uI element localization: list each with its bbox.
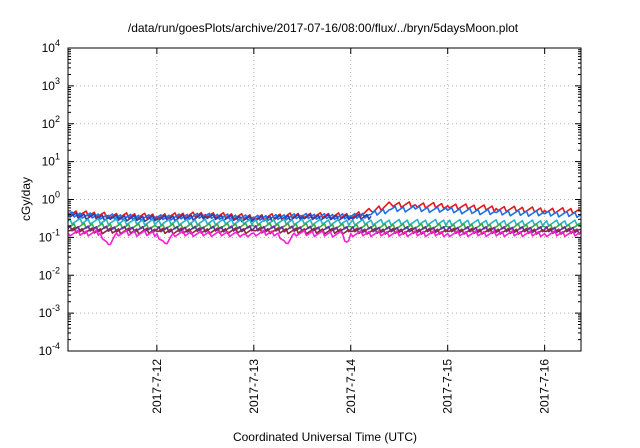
x-tick-label: 2017-7-14 <box>344 359 358 414</box>
y-axis: 10-4 10-3 10-2 10-1 100 101 102 103 104 <box>39 38 581 358</box>
y-tick-label: 103 <box>42 76 60 93</box>
x-axis: 2017-7-12 2017-7-13 2017-7-14 2017-7-15 2017… <box>150 48 552 414</box>
grid-lines <box>68 48 581 351</box>
x-tick-label: 2017-7-15 <box>441 359 455 414</box>
series-line <box>67 229 582 246</box>
y-tick-label: 101 <box>42 152 60 169</box>
y-tick-label: 104 <box>42 38 60 55</box>
x-tick-label: 2017-7-16 <box>538 359 552 414</box>
y-tick-label: 10-2 <box>39 265 60 282</box>
chart-title: /data/run/goesPlots/archive/2017-07-16/0… <box>128 21 519 35</box>
y-axis-label: cGy/day <box>19 177 33 221</box>
y-tick-label: 10-4 <box>39 341 60 358</box>
series-group <box>67 201 582 246</box>
y-tick-label: 100 <box>42 190 60 207</box>
series-line <box>67 222 582 231</box>
y-tick-label: 10-1 <box>39 227 60 244</box>
x-axis-label: Coordinated Universal Time (UTC) <box>233 430 417 444</box>
y-tick-label: 10-3 <box>39 303 60 320</box>
x-tick-label: 2017-7-12 <box>150 359 164 414</box>
x-tick-label: 2017-7-13 <box>247 359 261 414</box>
y-tick-label: 102 <box>42 114 60 131</box>
series-line <box>67 217 582 227</box>
